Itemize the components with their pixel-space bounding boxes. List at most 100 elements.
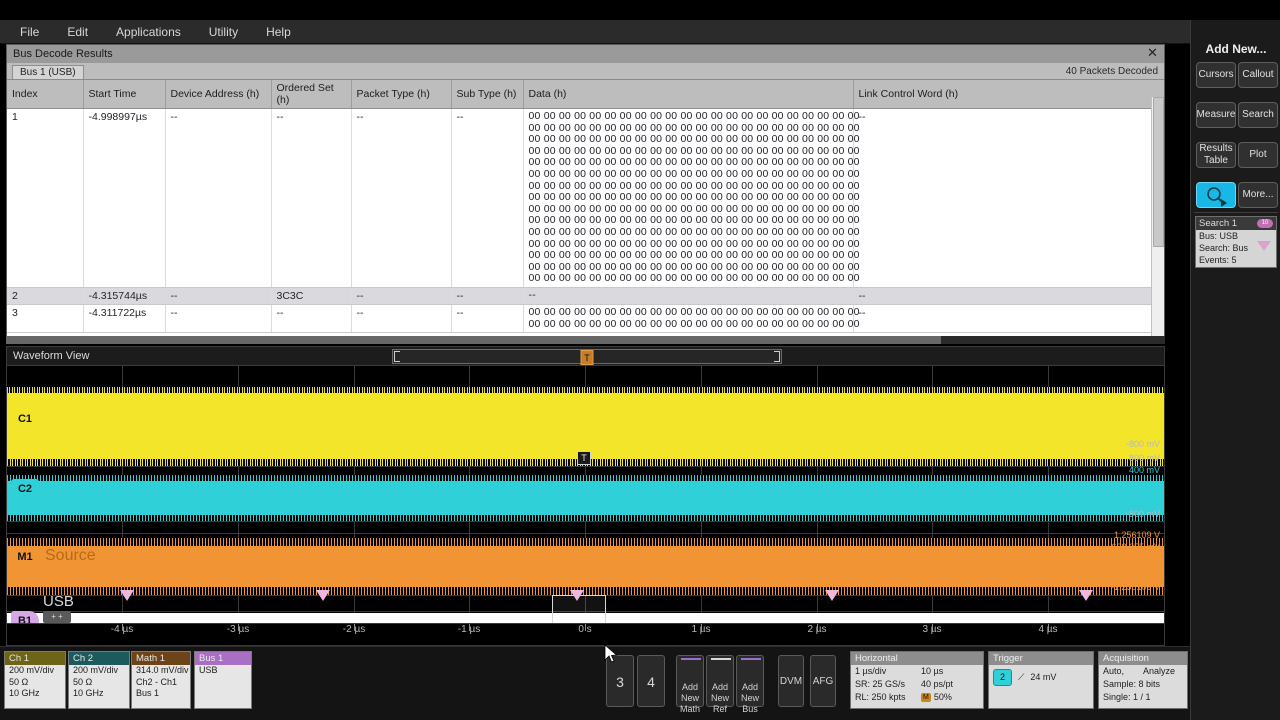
col-link-control-word[interactable]: Link Control Word (h) — [853, 80, 1164, 109]
math1-noise-top — [7, 538, 1164, 546]
bus-decode-table-body: Index Start Time Device Address (h) Orde… — [7, 80, 1164, 341]
menu-item-help[interactable]: Help — [266, 24, 291, 39]
overview-trigger-marker[interactable]: T — [580, 350, 594, 372]
trigger-level-marker[interactable]: T — [577, 451, 591, 465]
ch1-noise-top — [7, 387, 1164, 393]
math1-source: Bus 1 — [136, 688, 160, 698]
math1-label-0v: 0 V — [1146, 556, 1160, 566]
channel-button-3[interactable]: 3 — [606, 655, 634, 707]
ch2-label-neg400: -400 mV — [1125, 503, 1160, 513]
sidebar-button-cursors[interactable]: Cursors — [1196, 62, 1236, 88]
acquisition-panel[interactable]: Acquisition Auto, Analyze Sample: 8 bits… — [1098, 651, 1188, 709]
tab-bus-1-usb[interactable]: Bus 1 (USB) — [12, 65, 84, 79]
packet-marker[interactable] — [120, 590, 134, 601]
zoom-glyph — [1207, 187, 1227, 207]
packets-decoded-label: 40 Packets Decoded — [1065, 66, 1158, 77]
col-ordered-set[interactable]: Ordered Set (h) — [271, 80, 352, 109]
overview-right-handle[interactable] — [774, 351, 780, 362]
bottom-badge-math1[interactable]: Math 1 314.0 mV/div Ch2 - Ch1 Bus 1 — [131, 651, 191, 709]
ch2-noise-top — [7, 475, 1164, 481]
col-index[interactable]: Index — [7, 80, 84, 109]
cell-packet-type: -- — [351, 304, 452, 334]
sidebar-button-results-table[interactable]: Results Table — [1196, 142, 1236, 168]
trigger-source-badge[interactable]: 2 — [993, 669, 1013, 686]
packet-marker[interactable] — [570, 590, 584, 601]
cell-sub-type: -- — [451, 304, 524, 334]
math1-label-neg1v256: -1.256109 V — [1110, 582, 1160, 592]
time-tick: 2 µs — [807, 624, 827, 635]
waveform-overview-bar[interactable]: T — [392, 349, 782, 372]
scrollbar-thumb[interactable] — [1153, 97, 1164, 247]
trigger-panel[interactable]: Trigger 2 ⟋ 24 mV — [988, 651, 1094, 709]
table-row[interactable]: 2 -4.315744µs -- 3C3C -- -- -- -- -- — [7, 287, 1164, 305]
overview-left-handle[interactable] — [394, 351, 400, 362]
ch2-scale: 200 mV/div — [73, 665, 119, 675]
horizontal-panel[interactable]: Horizontal 1 µs/div 10 µs SR: 25 GS/s 40… — [850, 651, 984, 709]
table-row[interactable]: 1 -4.998997µs -- -- -- -- 00 00 00 00 00… — [7, 108, 1164, 288]
col-start-time[interactable]: Start Time — [83, 80, 166, 109]
math1-waveform-band — [7, 545, 1164, 589]
channel-badge-c2[interactable]: C2 — [11, 479, 39, 499]
bottom-badge-bus1[interactable]: Bus 1 USB — [194, 651, 252, 709]
channel-badge-m1[interactable]: M1 — [11, 547, 39, 567]
cell-start-time: -4.315744µs — [83, 287, 166, 305]
col-device-address[interactable]: Device Address (h) — [165, 80, 272, 109]
col-data[interactable]: Data (h) — [523, 80, 854, 109]
bus1-decode-chip[interactable]: + + — [43, 611, 71, 623]
bottom-badge-ch2[interactable]: Ch 2 200 mV/div 50 Ω 10 GHz — [68, 651, 130, 709]
position-badge-icon: M — [921, 693, 931, 702]
ch1-label-400mv: 400 mV — [1128, 400, 1160, 410]
bottom-badge-ch1[interactable]: Ch 1 200 mV/div 50 Ω 10 GHz — [4, 651, 66, 709]
record-length: RL: 250 kpts — [855, 692, 906, 702]
chevron-down-icon[interactable] — [1257, 241, 1271, 251]
horizontal-scale: 1 µs/div — [855, 666, 887, 676]
zoom-icon[interactable] — [1196, 182, 1236, 208]
waveform-plot-area[interactable]: C1 400 mV 0 V -400 mV -800 mV C2 800 mV … — [7, 365, 1164, 645]
sidebar-button-search[interactable]: Search — [1238, 102, 1278, 128]
table-vertical-scrollbar[interactable] — [1151, 97, 1164, 341]
sidebar-button-measure[interactable]: Measure — [1196, 102, 1236, 128]
packet-marker[interactable] — [825, 590, 839, 601]
col-sub-type[interactable]: Sub Type (h) — [451, 80, 524, 109]
trigger-row: 2 ⟋ 24 mV — [989, 665, 1093, 686]
bottom-badge-bus1-title: Bus 1 — [195, 652, 251, 665]
add-new-math-button[interactable]: Add New Math — [676, 655, 704, 714]
horizontal-row-2: SR: 25 GS/s 40 ps/pt — [851, 678, 983, 691]
table-row[interactable]: 3 -4.311722µs -- -- -- -- 00 00 00 00 00… — [7, 304, 1164, 334]
sidebar-button-plot[interactable]: Plot — [1238, 142, 1278, 168]
packet-marker[interactable] — [1079, 590, 1093, 601]
bus-decode-close-icon[interactable]: ✕ — [1147, 45, 1158, 60]
trigger-slope-icon[interactable]: ⟋ — [1018, 672, 1025, 682]
afg-button[interactable]: AFG — [810, 655, 836, 707]
sidebar-divider — [1194, 212, 1278, 213]
bus1-name-label: USB — [43, 593, 74, 610]
ch2-label-400mv: 400 mV — [1128, 465, 1160, 475]
ch2-impedance: 50 Ω — [73, 676, 93, 687]
menu-item-edit[interactable]: Edit — [67, 24, 89, 39]
menu-bar: File Edit Applications Utility Help — [0, 20, 1280, 44]
channel-button-4-label: 4 — [647, 674, 655, 690]
search-result-card[interactable]: Search 1 10 Bus: USB Search: Bus Events:… — [1195, 216, 1277, 268]
col-packet-type[interactable]: Packet Type (h) — [351, 80, 452, 109]
cell-data: 00 00 00 00 00 00 00 00 00 00 00 00 00 0… — [523, 304, 860, 334]
menu-item-utility[interactable]: Utility — [208, 24, 239, 39]
add-new-ref-button[interactable]: Add New Ref — [706, 655, 734, 714]
add-new-bus-button[interactable]: Add New Bus — [736, 655, 764, 714]
channel-button-4[interactable]: 4 — [637, 655, 665, 707]
sidebar-button-more[interactable]: More... — [1238, 182, 1278, 208]
menu-item-applications[interactable]: Applications — [116, 24, 181, 39]
horizontal-title: Horizontal — [851, 652, 983, 665]
acquisition-title: Acquisition — [1099, 652, 1187, 665]
menu-item-file[interactable]: File — [20, 24, 40, 39]
dvm-button[interactable]: DVM — [778, 655, 804, 707]
packet-marker[interactable] — [316, 590, 330, 601]
table-horizontal-scrollbar[interactable] — [6, 336, 1165, 344]
sidebar-button-callout[interactable]: Callout — [1238, 62, 1278, 88]
time-tick: 4 µs — [1038, 624, 1058, 635]
scrollbar-thumb[interactable] — [6, 336, 941, 344]
channel-badge-c1[interactable]: C1 — [11, 409, 39, 429]
math1-source-label: Source — [45, 547, 96, 564]
ch1-label-0v: 0 V — [1146, 412, 1160, 422]
acq-row-2: Sample: 8 bits — [1099, 678, 1187, 691]
top-strip — [0, 0, 1280, 20]
